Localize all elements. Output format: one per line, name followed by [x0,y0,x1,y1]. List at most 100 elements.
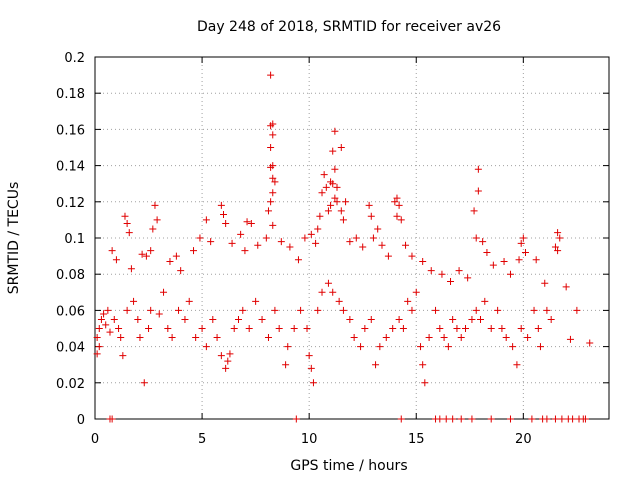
y-tick-label: 0.18 [56,87,85,102]
data-point [361,325,369,332]
y-tick-label: 0.2 [64,51,85,66]
data-point [421,379,429,387]
data-point [346,315,354,323]
data-point [376,343,384,351]
data-point [397,216,405,224]
data-point [127,265,135,273]
data-point [477,315,484,323]
data-point [106,328,114,336]
data-point [224,357,232,365]
data-point [226,350,234,358]
y-tick-label: 0.1 [64,232,85,247]
data-point [536,343,544,351]
data-point [316,212,324,220]
data-point [108,415,116,423]
data-point [258,315,266,323]
data-point [449,315,457,323]
data-point [267,144,275,151]
data-point [243,218,251,226]
data-point [500,258,508,266]
data-point [314,225,322,233]
data-point [457,415,465,423]
data-point [337,144,345,151]
y-axis-label: SRMTID / TECUs [6,182,22,295]
y-tick-label: 0.14 [56,160,85,175]
data-point [339,306,347,314]
data-point [487,415,495,423]
data-point [419,361,427,369]
data-point [175,306,183,314]
data-point [369,234,377,242]
data-point [506,415,514,423]
data-point [521,248,529,256]
data-point [367,315,375,323]
data-point [331,127,339,135]
data-point [551,243,559,251]
x-tick-label: 5 [198,432,206,447]
data-point [301,234,309,242]
data-point [234,315,242,323]
data-point [412,288,420,296]
data-point [391,198,399,206]
data-point [142,252,150,260]
data-point [440,334,448,342]
data-point [147,306,155,314]
data-point [462,325,470,332]
data-point [327,201,335,209]
data-point [267,198,275,206]
data-point [269,131,277,139]
data-point [399,325,407,332]
data-point [305,352,313,360]
data-point [140,379,148,387]
data-point [185,297,193,305]
data-point [95,325,103,332]
data-point [333,198,341,206]
x-axis-label: GPS time / hours [290,458,407,474]
data-point [444,343,452,351]
data-point [155,310,163,318]
data-point [286,243,294,251]
data-point [123,306,131,314]
data-point [125,229,133,237]
data-point [554,229,562,237]
data-point [318,189,326,197]
data-point [275,325,283,332]
data-point [498,325,506,332]
data-point [357,343,365,351]
data-point [254,241,262,249]
data-point [534,325,542,332]
data-point [442,415,450,423]
data-point [337,207,345,215]
data-point [294,256,302,264]
data-point [245,325,253,332]
data-point [320,171,328,179]
x-tick-label: 15 [408,432,425,447]
data-point [513,361,521,369]
data-point [474,165,482,173]
data-point [145,325,153,332]
data-point [408,252,416,260]
data-point [569,415,577,423]
data-point [468,415,476,423]
data-point [419,258,427,266]
data-point [524,334,532,342]
data-point [562,283,570,291]
data-point [228,239,236,247]
data-point [271,306,279,314]
data-point [100,310,108,318]
data-point [318,288,326,296]
data-point [339,216,347,224]
data-point [324,207,332,215]
data-point [282,361,290,369]
data-point [112,256,120,264]
data-point [329,288,337,296]
data-point [230,325,238,332]
data-point [177,267,185,275]
data-point [322,183,330,191]
data-point [329,147,337,155]
data-point [97,315,105,323]
y-tick-label: 0.06 [56,304,85,319]
data-point [217,201,225,209]
data-point [277,238,285,246]
